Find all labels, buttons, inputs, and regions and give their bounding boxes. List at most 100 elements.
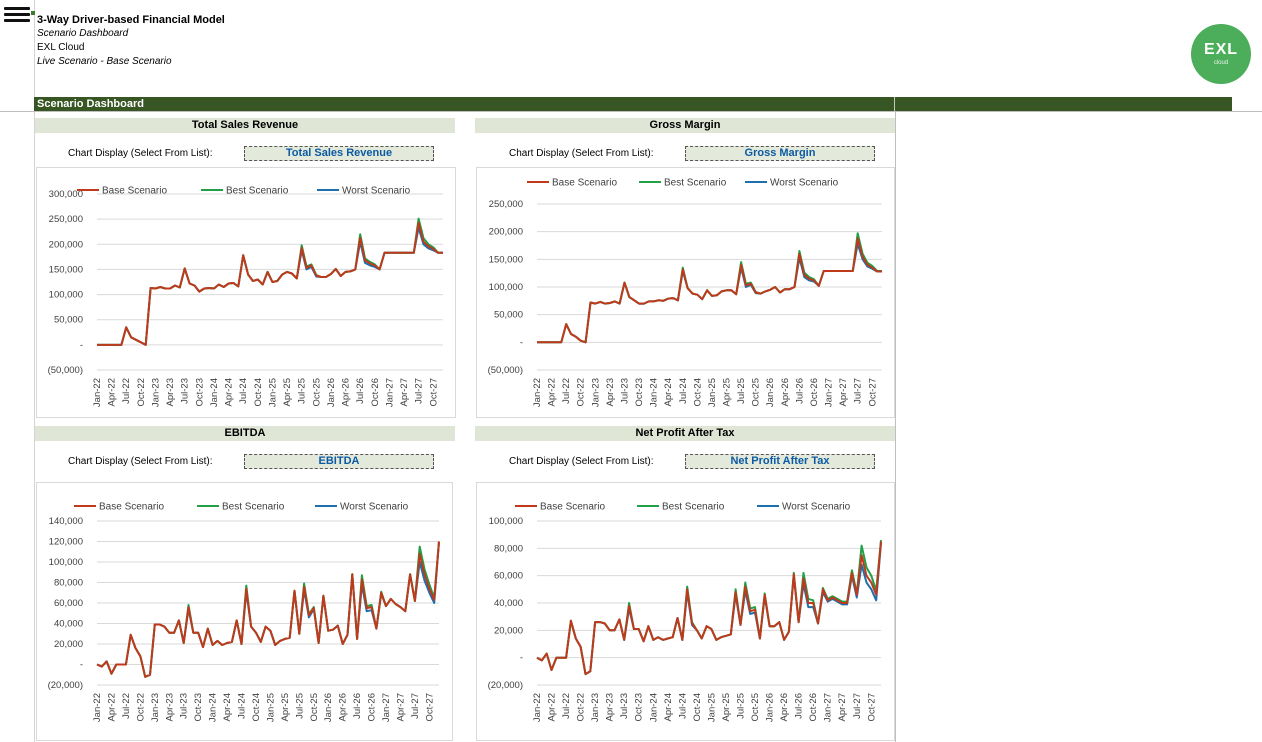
y-tick-label: (50,000) — [48, 365, 83, 376]
y-tick-label: 100,000 — [489, 516, 523, 527]
y-tick-label: 40,000 — [54, 619, 83, 630]
y-tick-label: - — [520, 337, 523, 348]
y-tick-label: 50,000 — [54, 315, 83, 326]
x-tick-label: Apr-26 — [341, 378, 352, 407]
chart-title-net-profit-after-tax: Net Profit After Tax — [475, 426, 895, 441]
x-tick-label: Oct-25 — [309, 693, 320, 722]
x-tick-label: Jul-27 — [410, 693, 421, 719]
chart-display-select[interactable]: Net Profit After Tax — [685, 454, 875, 469]
legend-label-base-scenario: Base Scenario — [99, 502, 164, 513]
y-tick-label: (50,000) — [488, 365, 523, 376]
x-tick-label: Oct-22 — [576, 378, 587, 407]
legend-label-worst-scenario: Worst Scenario — [782, 502, 851, 513]
series-line-base-scenario — [97, 221, 443, 346]
y-tick-label: 140,000 — [49, 516, 83, 527]
y-tick-label: 100,000 — [49, 557, 83, 568]
x-tick-label: Jan-22 — [532, 693, 543, 722]
model-title: 3-Way Driver-based Financial Model — [37, 14, 225, 26]
y-tick-label: - — [80, 340, 83, 351]
x-tick-label: Apr-27 — [837, 693, 848, 722]
x-tick-label: Oct-25 — [751, 378, 762, 407]
chart-display-label: Chart Display (Select From List): — [68, 456, 213, 467]
legend-label-best-scenario: Best Scenario — [222, 502, 285, 513]
x-tick-label: Jan-26 — [323, 693, 334, 722]
x-tick-label: Apr-25 — [721, 693, 732, 722]
x-tick-label: Oct-26 — [808, 693, 819, 722]
series-line-best-scenario — [537, 232, 882, 344]
legend-label-base-scenario: Base Scenario — [540, 502, 605, 513]
x-tick-label: Jul-24 — [677, 693, 688, 719]
x-tick-label: Jul-22 — [561, 378, 572, 404]
x-tick-label: Jul-22 — [561, 693, 572, 719]
x-tick-label: Jan-24 — [648, 693, 659, 722]
x-tick-label: Apr-24 — [224, 378, 235, 407]
exl-cloud-logo: EXL cloud — [1191, 24, 1251, 84]
x-tick-label: Oct-25 — [311, 378, 322, 407]
x-tick-label: Oct-23 — [193, 693, 204, 722]
chart-title-total-sales-revenue: Total Sales Revenue — [35, 118, 455, 133]
x-tick-label: Jul-25 — [736, 378, 747, 404]
y-tick-label: 200,000 — [49, 239, 83, 250]
chart-frame-gross-margin: (50,000) - 50,000 100,000 150,000 200,000 250,… — [476, 167, 895, 418]
x-tick-label: Jul-25 — [294, 693, 305, 719]
x-tick-label: Oct-22 — [576, 693, 587, 722]
chart-display-label: Chart Display (Select From List): — [68, 148, 213, 159]
y-tick-label: - — [80, 660, 83, 671]
x-tick-label: Jul-26 — [355, 378, 366, 404]
x-tick-label: Apr-22 — [547, 693, 558, 722]
y-tick-label: 150,000 — [49, 264, 83, 275]
x-tick-label: Apr-24 — [663, 693, 674, 722]
x-tick-label: Jul-23 — [619, 378, 630, 404]
hamburger-menu-icon[interactable] — [4, 4, 30, 26]
x-tick-label: Jan-27 — [823, 693, 834, 722]
x-tick-label: Oct-24 — [692, 378, 703, 407]
chart-title-gross-margin: Gross Margin — [475, 118, 895, 133]
x-tick-label: Jan-23 — [150, 378, 161, 407]
x-tick-label: Jul-23 — [179, 693, 190, 719]
x-tick-label: Jul-23 — [180, 378, 191, 404]
chart-display-select[interactable]: Total Sales Revenue — [244, 146, 434, 161]
x-tick-label: Apr-25 — [280, 693, 291, 722]
chart-frame-net-profit-after-tax: (20,000) - 20,000 40,000 60,000 80,000 100,000… — [476, 482, 895, 741]
x-tick-label: Jan-26 — [765, 693, 776, 722]
legend-label-base-scenario: Base Scenario — [552, 178, 617, 189]
x-tick-label: Oct-27 — [428, 378, 439, 407]
logo-subtext: cloud — [1213, 60, 1229, 66]
x-tick-label: Jul-27 — [414, 378, 425, 404]
x-tick-label: Oct-24 — [692, 693, 703, 722]
x-tick-label: Jul-23 — [619, 693, 630, 719]
y-tick-label: 20,000 — [494, 625, 523, 636]
x-tick-label: Jan-26 — [765, 378, 776, 407]
x-tick-label: Jul-25 — [297, 378, 308, 404]
y-tick-label: 200,000 — [489, 227, 523, 238]
sheet-subtitle: Scenario Dashboard — [37, 28, 129, 39]
x-tick-label: Apr-23 — [605, 378, 616, 407]
chart-display-select[interactable]: EBITDA — [244, 454, 434, 469]
x-tick-label: Jan-22 — [532, 378, 543, 407]
legend-label-base-scenario: Base Scenario — [102, 186, 167, 197]
chart-frame-total-sales-revenue: (50,000) - 50,000 100,000 150,000 200,000 250,… — [36, 167, 456, 418]
x-tick-label: Jul-26 — [794, 378, 805, 404]
chart-display-label: Chart Display (Select From List): — [509, 148, 654, 159]
x-tick-label: Oct-23 — [634, 693, 645, 722]
x-tick-label: Jul-24 — [678, 378, 689, 404]
x-tick-label: Jul-27 — [853, 378, 864, 404]
x-tick-label: Oct-25 — [750, 693, 761, 722]
chart-display-select[interactable]: Gross Margin — [685, 146, 875, 161]
y-tick-label: 80,000 — [494, 543, 523, 554]
x-tick-label: Apr-25 — [722, 378, 733, 407]
x-tick-label: Jul-25 — [735, 693, 746, 719]
x-tick-label: Apr-26 — [780, 378, 791, 407]
y-tick-label: 300,000 — [49, 189, 83, 200]
x-tick-label: Apr-24 — [222, 693, 233, 722]
x-tick-label: Oct-27 — [866, 693, 877, 722]
x-tick-label: Apr-23 — [164, 693, 175, 722]
x-tick-label: Oct-24 — [251, 693, 262, 722]
company-name: EXL Cloud — [37, 42, 85, 53]
y-tick-label: (20,000) — [488, 680, 523, 691]
x-tick-label: Apr-23 — [605, 693, 616, 722]
x-tick-label: Jan-25 — [707, 378, 718, 407]
y-tick-label: 100,000 — [489, 282, 523, 293]
x-tick-label: Oct-24 — [253, 378, 264, 407]
x-tick-label: Apr-22 — [107, 378, 118, 407]
